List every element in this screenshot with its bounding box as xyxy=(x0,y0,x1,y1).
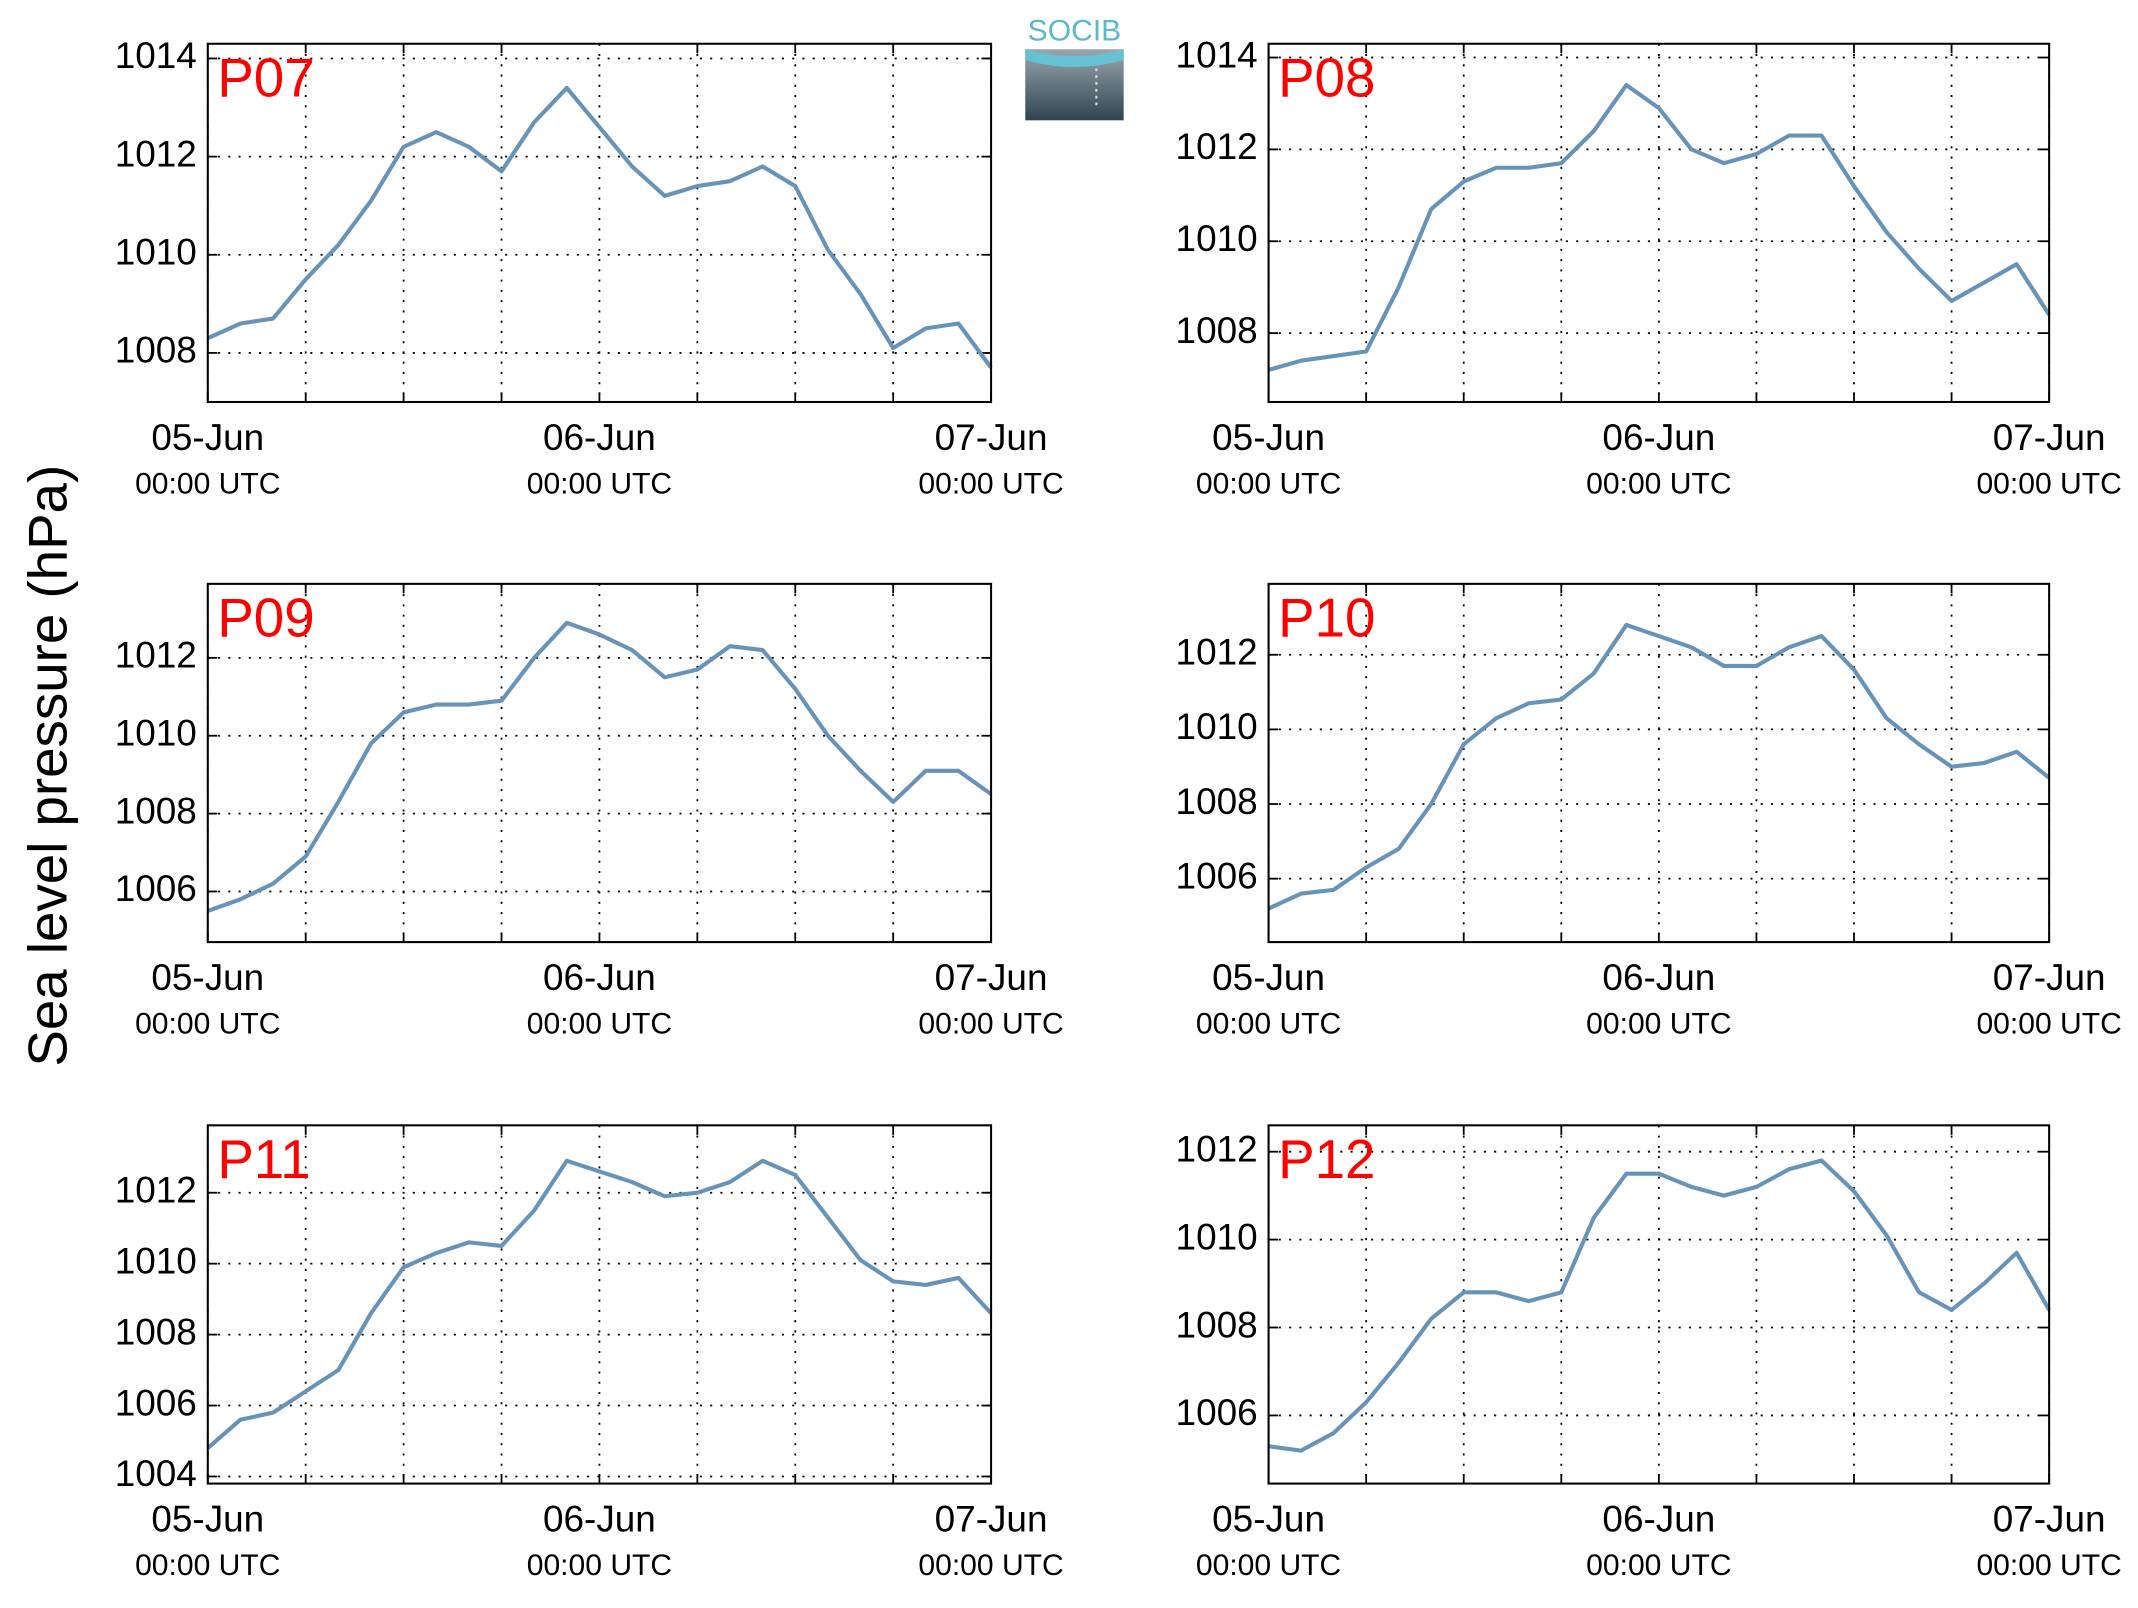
panel-title: P08 xyxy=(1278,46,1375,108)
panel-title: P12 xyxy=(1278,1128,1375,1190)
plot-frame xyxy=(1267,582,2051,944)
x-tick-date: 05-Jun xyxy=(1212,1499,1325,1540)
x-tick-time: 00:00 UTC xyxy=(1586,1549,1731,1582)
x-tick-date: 07-Jun xyxy=(1993,957,2106,998)
x-tick-time: 00:00 UTC xyxy=(135,1549,280,1582)
x-tick-date: 06-Jun xyxy=(543,957,656,998)
x-tick-date: 07-Jun xyxy=(1993,1499,2106,1540)
data-line xyxy=(1267,622,2051,911)
data-line xyxy=(1268,83,2051,372)
x-tick-time: 00:00 UTC xyxy=(135,1007,280,1040)
x-tick-time: 00:00 UTC xyxy=(918,1549,1063,1582)
y-tick-label: 1008 xyxy=(115,330,197,371)
x-tick-date: 07-Jun xyxy=(935,957,1048,998)
logo-wave xyxy=(1025,49,1124,67)
y-axis-label: Sea level pressure (hPa) xyxy=(16,465,78,1067)
x-tick-time: 00:00 UTC xyxy=(918,467,1063,500)
x-tick-time: 00:00 UTC xyxy=(1586,1007,1731,1040)
y-tick-label: 1010 xyxy=(115,712,197,753)
x-tick-time: 00:00 UTC xyxy=(527,1007,672,1040)
x-tick-date: 05-Jun xyxy=(1212,417,1325,458)
x-tick-date: 07-Jun xyxy=(1993,417,2106,458)
x-tick-date: 06-Jun xyxy=(543,1499,656,1540)
x-tick-date: 05-Jun xyxy=(151,1499,264,1540)
plot-frame xyxy=(206,42,993,404)
panel: 1008 1010 1012 1014 05-Jun 00:00 UTC 06-Jun 00:… xyxy=(1176,34,2122,500)
panel: 1006 1008 1010 1012 05-Jun 00:00 UTC 06-Jun 00:… xyxy=(115,582,1064,1040)
x-tick-date: 05-Jun xyxy=(151,957,264,998)
y-tick-label: 1006 xyxy=(115,1382,197,1423)
x-tick-date: 06-Jun xyxy=(1602,1499,1715,1540)
x-tick-time: 00:00 UTC xyxy=(135,467,280,500)
y-tick-label: 1010 xyxy=(1176,218,1258,259)
data-line xyxy=(206,1158,993,1450)
x-tick-date: 07-Jun xyxy=(935,1499,1048,1540)
y-tick-label: 1004 xyxy=(115,1453,197,1494)
y-tick-label: 1012 xyxy=(1176,1128,1258,1169)
x-tick-date: 05-Jun xyxy=(151,417,264,458)
panel-title: P09 xyxy=(217,587,314,649)
panel: 1006 1008 1010 1012 05-Jun 00:00 UTC 06-Jun 00:… xyxy=(1176,582,2122,1040)
plot-frame xyxy=(206,582,993,944)
y-tick-label: 1006 xyxy=(1176,1392,1258,1433)
y-tick-label: 1012 xyxy=(1176,632,1258,673)
x-tick-time: 00:00 UTC xyxy=(918,1007,1063,1040)
x-tick-time: 00:00 UTC xyxy=(1976,467,2121,500)
logo: SOCIB xyxy=(1025,15,1124,121)
x-tick-time: 00:00 UTC xyxy=(1196,467,1341,500)
panel: 1006 1008 1010 1012 05-Jun 00:00 UTC 06-Jun 00:… xyxy=(1176,1124,2122,1582)
y-tick-label: 1008 xyxy=(1176,781,1258,822)
plot-frame xyxy=(1267,42,2051,404)
y-tick-label: 1014 xyxy=(1176,34,1258,75)
panel-title: P11 xyxy=(217,1128,310,1190)
x-tick-time: 00:00 UTC xyxy=(527,467,672,500)
x-tick-date: 05-Jun xyxy=(1212,957,1325,998)
panel: 1004 1006 1008 1010 1012 05-Jun 00:00 UTC 06-Ju… xyxy=(115,1124,1064,1582)
panel-title: P07 xyxy=(217,46,314,108)
y-tick-label: 1012 xyxy=(115,635,197,676)
x-tick-time: 00:00 UTC xyxy=(1196,1549,1341,1582)
x-tick-time: 00:00 UTC xyxy=(527,1549,672,1582)
x-tick-date: 06-Jun xyxy=(1602,957,1715,998)
y-tick-label: 1008 xyxy=(1176,310,1258,351)
x-tick-time: 00:00 UTC xyxy=(1196,1007,1341,1040)
data-line xyxy=(1268,1158,2051,1453)
x-tick-date: 06-Jun xyxy=(543,417,656,458)
plot-frame xyxy=(1267,1124,2051,1485)
y-tick-label: 1014 xyxy=(115,35,197,76)
logo-text: SOCIB xyxy=(1028,15,1122,48)
y-tick-label: 1008 xyxy=(1176,1304,1258,1345)
y-tick-label: 1006 xyxy=(1176,855,1258,896)
panel-title: P10 xyxy=(1278,587,1375,649)
y-tick-label: 1010 xyxy=(115,1240,197,1281)
y-tick-label: 1010 xyxy=(115,232,197,273)
y-tick-label: 1012 xyxy=(115,1169,197,1210)
panel: 1008 1010 1012 1014 05-Jun 00:00 UTC 06-Jun 00:… xyxy=(115,35,1064,500)
y-tick-label: 1006 xyxy=(115,868,197,909)
x-tick-date: 07-Jun xyxy=(935,417,1048,458)
y-tick-label: 1012 xyxy=(115,133,197,174)
y-tick-label: 1008 xyxy=(115,1311,197,1352)
y-tick-label: 1010 xyxy=(1176,706,1258,747)
y-tick-label: 1008 xyxy=(115,790,197,831)
y-tick-label: 1010 xyxy=(1176,1216,1258,1257)
y-tick-label: 1012 xyxy=(1176,126,1258,167)
x-tick-time: 00:00 UTC xyxy=(1586,467,1731,500)
plot-frame xyxy=(206,1124,993,1485)
data-line xyxy=(207,620,993,913)
x-tick-time: 00:00 UTC xyxy=(1976,1007,2121,1040)
x-tick-date: 06-Jun xyxy=(1602,417,1715,458)
data-line xyxy=(206,85,993,369)
x-tick-time: 00:00 UTC xyxy=(1976,1549,2121,1582)
